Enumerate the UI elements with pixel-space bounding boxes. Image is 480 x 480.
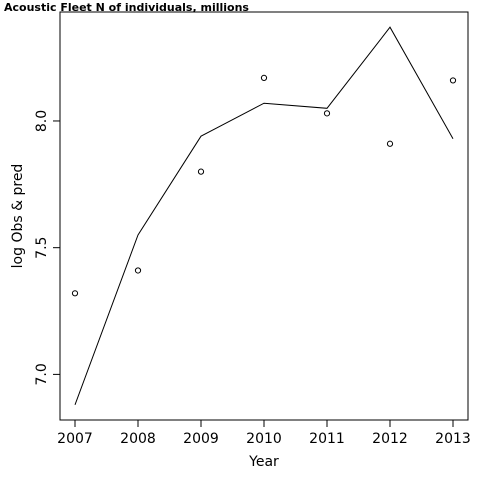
x-tick-label: 2013: [435, 431, 471, 447]
x-axis-label: Year: [248, 454, 279, 470]
x-tick-label: 2009: [183, 431, 219, 447]
predicted-series: [74, 26, 454, 405]
observed-point: [134, 267, 142, 274]
y-tick-label: 7.0: [34, 363, 50, 385]
y-axis: 7.0 7.5 8.0: [34, 110, 60, 386]
observed-series: [71, 74, 457, 297]
x-tick-label: 2008: [120, 431, 156, 447]
y-tick-label: 8.0: [34, 110, 50, 132]
y-axis-label: log Obs & pred: [10, 164, 26, 269]
x-axis: 2007 2008 2009 2010 2011 2012 2013: [57, 420, 471, 447]
x-tick-label: 2010: [246, 431, 282, 447]
plot-frame: [59, 11, 469, 421]
x-tick-label: 2007: [57, 431, 93, 447]
observed-point: [386, 140, 394, 147]
observed-point: [197, 168, 205, 175]
observed-point: [323, 110, 331, 117]
observed-point: [71, 290, 79, 297]
predicted-line: [74, 26, 454, 405]
chart-title: Acoustic Fleet N of individuals, million…: [4, 1, 249, 14]
y-tick-label: 7.5: [34, 237, 50, 259]
x-tick-label: 2011: [309, 431, 345, 447]
x-tick-label: 2012: [372, 431, 408, 447]
observed-point: [449, 77, 457, 84]
observed-point: [260, 74, 268, 81]
